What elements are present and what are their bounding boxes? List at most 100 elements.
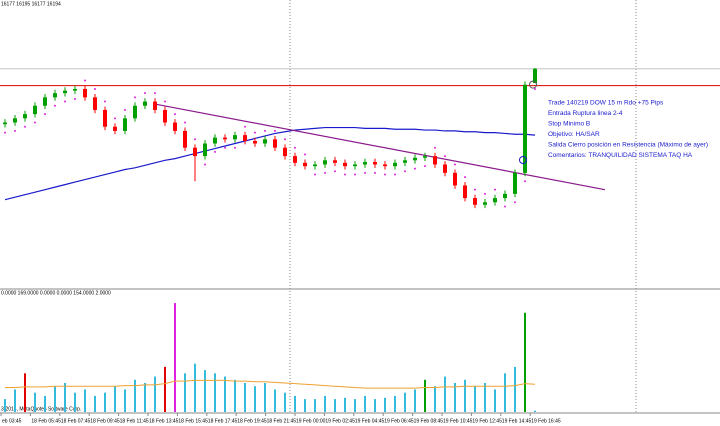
candle-body [513,172,517,194]
trade-marker [519,156,527,164]
candle-body [313,164,317,167]
x-tick-label: 18 Feb 13:45 [149,418,179,424]
volume-bar [384,397,386,412]
x-tick-label: 18 Feb 17:45 [208,418,238,424]
volume-bar [484,383,486,412]
volume-bar [164,366,166,412]
volume-bar [214,373,216,412]
volume-bar [404,392,406,412]
info-label: 16177 16195 16177 16194 [1,1,61,7]
volume-bar [414,389,416,412]
candle-body [253,140,257,144]
volume-bar [64,383,66,412]
candle-body [233,135,237,140]
candle-body [533,68,537,84]
candle-body [483,202,487,205]
volume-bar [394,395,396,412]
candle-body [33,105,37,115]
sar-dot [364,171,366,174]
sar-dot [314,173,316,176]
candle-body [393,162,397,167]
sar-dot [524,180,526,183]
sar-dot [304,153,306,156]
x-tick-label: eb 03:45 [2,418,22,424]
candle-body [203,143,207,157]
candle-body [163,109,167,123]
volume-bar [24,373,26,412]
sar-dot [324,171,326,174]
volume-bar [364,395,366,412]
candle-body [363,161,367,165]
volume-bar [144,383,146,412]
volume-bar [504,373,506,412]
sar-dot [4,131,6,134]
sar-dot [494,188,496,191]
volume-bar [454,383,456,412]
sar-dot [74,98,76,101]
volume-bar [474,386,476,412]
annotation: Trade 140219 DOW 15 m Rdo +75 Pips [548,100,664,107]
annotation: Salida Cierro posición en Resistencia (M… [548,142,708,149]
candle-body [53,93,57,98]
sar-dot [234,146,236,149]
sar-dot [264,129,266,132]
copyright: 3-2014, MetaQuotes Software Corp. [1,406,81,412]
sar-dot [124,108,126,111]
trade-marker [529,80,537,89]
candle-body [283,147,287,157]
volume-bar [434,386,436,412]
candle-body [123,118,127,131]
candle-body [373,161,377,165]
sar-dot [484,192,486,195]
volume-bar [424,379,426,412]
sar-dot [184,121,186,124]
candle-body [323,160,327,165]
volume-bar [134,379,136,412]
volume-bar [284,392,286,412]
volume-bar [324,395,326,412]
annotation: Comentarios: TRANQUILIDAD SISTEMA TAQ HA [548,152,693,159]
sar-dot [104,100,106,103]
sar-dot [464,176,466,179]
volume-bar [254,386,256,412]
sar-dot [114,117,116,120]
x-tick-label: 19 Feb 12:45 [472,418,502,424]
volume-bar [114,386,116,412]
volume-bar [514,366,516,412]
candle-body [3,122,7,125]
trendline [154,103,606,191]
volume-bar [174,303,176,412]
x-tick-label: 18 Feb 15:45 [178,418,208,424]
x-tick-label: 18 Feb 07:45 [61,418,91,424]
candle-body [83,88,87,98]
volume-bar [74,392,76,412]
candle-body [63,90,67,94]
candle-body [13,118,17,123]
volume-bar [194,363,196,412]
volume-bar [534,410,536,412]
sar-dot [84,79,86,82]
x-tick-label: 19 Feb 02:45 [325,418,355,424]
volume-bar [184,373,186,412]
candle-body [523,84,527,173]
sar-dot [94,87,96,90]
candle-body [153,101,157,110]
volume-bar [104,392,106,412]
volume-ma [5,379,536,389]
sar-dot [424,165,426,168]
x-tick-label: 18 Feb 19:45 [237,418,267,424]
candle-body [103,109,107,127]
volume-bar [124,389,126,412]
x-tick-label: 19 Feb 16:45 [531,418,561,424]
sar-dot [174,113,176,116]
sar-dot [204,163,206,166]
volume-bar [44,395,46,412]
candle-body [343,162,347,167]
sar-dot [474,188,476,191]
sar-dot [254,131,256,134]
volume-bar [444,376,446,412]
volume-bar [524,312,526,412]
candle-body [493,198,497,203]
sar-dot [374,171,376,174]
